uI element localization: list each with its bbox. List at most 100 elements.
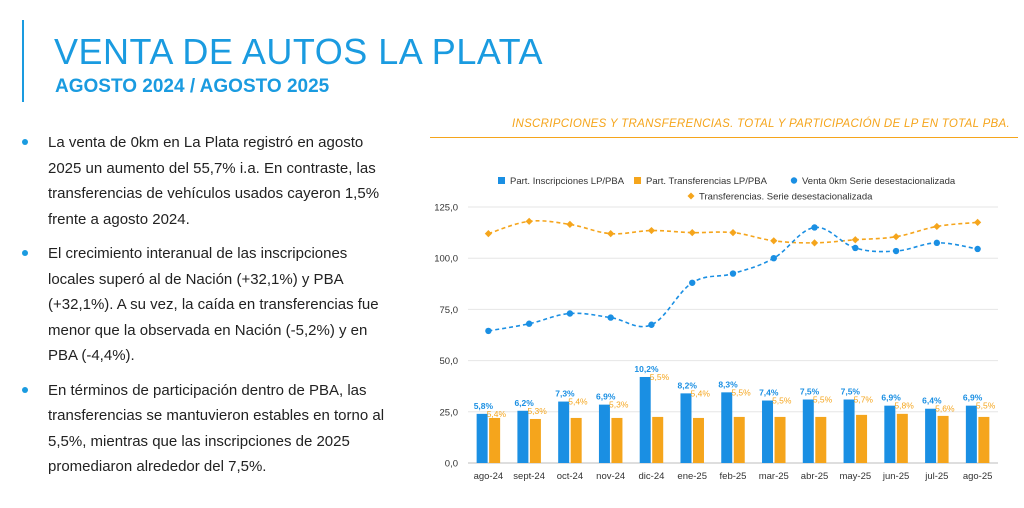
venta-0km-serie-point [485, 327, 492, 335]
data-label-inscripciones: 6,9% [881, 393, 901, 403]
data-label-transferencias: 5,7% [854, 395, 874, 405]
x-tick-label: may-25 [839, 471, 871, 482]
legend-swatch-inscripciones [498, 177, 505, 184]
transferencias-serie-point [729, 229, 737, 237]
bar-transferencias [692, 417, 704, 463]
legend-label-transferencias: Part. Transferencias LP/PBA [646, 176, 768, 187]
x-tick-label: ago-24 [474, 471, 504, 482]
bullet-item: La venta de 0km en La Plata registró en … [22, 130, 396, 232]
legend-label-transferencias-serie: Transferencias. Serie desestacionalizada [699, 192, 873, 203]
x-tick-label: nov-24 [596, 471, 625, 482]
bar-transferencias [978, 416, 990, 463]
data-label-transferencias: 5,4% [691, 388, 711, 398]
venta-0km-serie-point [811, 224, 818, 231]
bar-inscripciones [517, 410, 529, 463]
venta-0km-serie-point [852, 244, 859, 252]
bar-transferencias [856, 414, 868, 463]
bar-inscripciones [721, 392, 733, 463]
bar-inscripciones [639, 376, 651, 463]
transferencias-serie-point [892, 233, 900, 241]
data-label-inscripciones: 6,4% [922, 396, 942, 406]
transferencias-serie-point [525, 217, 533, 225]
bar-transferencias [652, 416, 664, 463]
bar-inscripciones [558, 401, 570, 463]
bullet-text: En términos de participación dentro de P… [48, 381, 385, 476]
data-label-transferencias: 5,4% [568, 397, 588, 407]
bar-transferencias [733, 416, 745, 463]
page-subtitle: AGOSTO 2024 / AGOSTO 2025 [55, 76, 330, 97]
bullet-dot-icon [22, 250, 28, 256]
bullet-item: En términos de participación dentro de P… [22, 378, 396, 480]
data-label-transferencias: 5,3% [609, 400, 629, 410]
venta-0km-serie-point [892, 247, 900, 255]
venta-0km-serie-line [488, 226, 978, 332]
legend-label-venta-0km: Venta 0km Serie desestacionalizada [802, 176, 956, 187]
venta-0km-serie-point [648, 321, 655, 328]
bar-transferencias [529, 418, 541, 463]
transferencias-serie-point [810, 239, 819, 247]
x-tick-label: ene-25 [677, 471, 707, 482]
transferencias-serie-point [484, 230, 492, 238]
venta-0km-serie-point [770, 255, 777, 262]
transferencias-serie-point [647, 226, 656, 235]
x-tick-label: jun-25 [882, 471, 909, 482]
data-label-inscripciones: 7,3% [555, 389, 575, 399]
data-label-transferencias: 5,5% [976, 401, 996, 411]
y-tick-label: 25,0 [440, 407, 459, 418]
x-tick-label: sept-24 [513, 471, 545, 482]
venta-0km-serie-point [607, 314, 614, 321]
bar-inscripciones [680, 393, 692, 463]
y-tick-label: 125,0 [434, 203, 458, 214]
page-title: VENTA DE AUTOS LA PLATA [54, 31, 544, 72]
data-label-transferencias: 5,3% [527, 406, 547, 416]
data-label-inscripciones: 6,9% [596, 392, 616, 402]
chart-title: INSCRIPCIONES Y TRANSFERENCIAS. TOTAL Y … [511, 118, 1010, 130]
x-tick-label: ago-25 [963, 471, 993, 482]
bar-inscripciones [925, 408, 937, 463]
data-label-transferencias: 5,5% [650, 372, 670, 382]
venta-0km-serie-point [933, 239, 941, 247]
y-tick-label: 75,0 [440, 305, 459, 316]
transferencias-serie-point [770, 237, 778, 245]
data-label-inscripciones: 8,2% [678, 380, 698, 390]
transferencias-serie-point [933, 222, 941, 231]
venta-0km-serie-point [974, 245, 981, 253]
legend-marker-transferencias-serie [687, 192, 695, 200]
x-tick-label: mar-25 [759, 471, 789, 482]
bullet-text: El crecimiento interanual de las inscrip… [48, 245, 379, 364]
x-tick-label: dic-24 [639, 471, 665, 482]
data-label-inscripciones: 6,9% [963, 393, 983, 403]
transferencias-serie-point [688, 229, 696, 237]
legend-marker-venta-0km [790, 177, 798, 184]
bar-inscripciones [598, 404, 610, 463]
bullet-dot-icon [22, 386, 28, 393]
data-label-transferencias: 5,6% [935, 404, 955, 414]
x-tick-label: jul-25 [924, 471, 948, 482]
bar-inscripciones [802, 399, 814, 463]
venta-0km-serie-point [689, 279, 696, 286]
transferencias-serie-point [974, 218, 982, 226]
venta-0km-serie-point [525, 320, 533, 327]
title-accent-bar [22, 20, 24, 102]
bar-transferencias [815, 416, 827, 463]
data-label-inscripciones: 7,5% [841, 387, 861, 397]
x-tick-label: abr-25 [801, 471, 828, 482]
data-label-transferencias: 5,8% [894, 401, 914, 411]
transferencias-serie-point [607, 230, 615, 238]
bar-transferencias [570, 417, 582, 463]
legend-swatch-transferencias [634, 177, 641, 184]
x-tick-label: oct-24 [557, 471, 583, 482]
y-tick-label: 100,0 [434, 254, 458, 265]
data-label-inscripciones: 10,2% [634, 364, 659, 374]
data-label-inscripciones: 7,4% [759, 388, 779, 398]
bar-inscripciones [884, 405, 896, 463]
data-label-transferencias: 5,4% [487, 409, 507, 419]
transferencias-serie-point [566, 220, 574, 229]
bar-transferencias [611, 417, 623, 463]
data-label-transferencias: 5,5% [731, 387, 751, 397]
data-label-inscripciones: 8,3% [718, 379, 738, 389]
data-label-inscripciones: 6,2% [514, 398, 534, 408]
bullet-dot-icon [22, 139, 28, 145]
data-label-transferencias: 5,5% [772, 396, 792, 406]
bar-transferencias [937, 415, 949, 463]
